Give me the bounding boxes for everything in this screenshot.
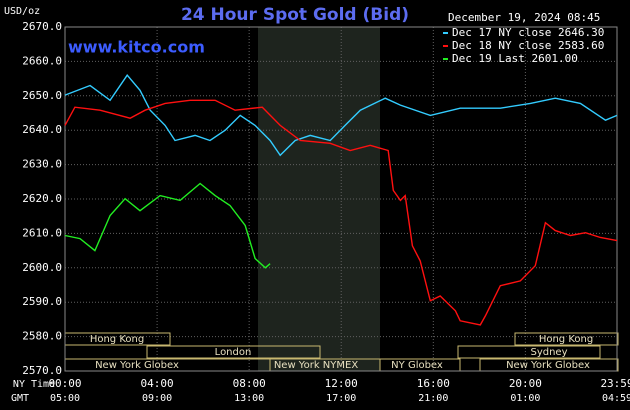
gmt-label: 04:59 — [602, 393, 630, 404]
session-label: New York Globex — [95, 360, 179, 371]
y-tick-label: 2600.0 — [22, 261, 62, 274]
y-tick-label: 2640.0 — [22, 123, 62, 136]
gmt-label: 17:00 — [326, 393, 356, 404]
gmt-label: 13:00 — [234, 393, 264, 404]
plot-frame — [64, 26, 618, 372]
series-line — [64, 74, 618, 157]
y-axis-label: USD/oz — [4, 6, 40, 17]
gmt-label: 01:00 — [510, 393, 540, 404]
session-label: Sydney — [530, 347, 567, 358]
series-line — [64, 182, 271, 269]
y-tick-label: 2630.0 — [22, 158, 62, 171]
y-tick-label: 2620.0 — [22, 192, 62, 205]
legend-entry: Dec 17 NY close 2646.30 — [452, 26, 604, 39]
nymex-shade — [258, 27, 380, 371]
x-tick-label: 08:00 — [233, 377, 266, 390]
x-tick-label: 00:00 — [48, 377, 81, 390]
gmt-label: 21:00 — [418, 393, 448, 404]
x-tick-label: 16:00 — [417, 377, 450, 390]
series-line — [64, 99, 618, 326]
gmt-label: 05:00 — [50, 393, 80, 404]
session-box — [146, 345, 321, 359]
y-tick-label: 2610.0 — [22, 226, 62, 239]
y-tick-label: 2570.0 — [22, 364, 62, 377]
gmt-label: 09:00 — [142, 393, 172, 404]
y-tick-label: 2590.0 — [22, 295, 62, 308]
x-tick-label: 12:00 — [325, 377, 358, 390]
legend-entry: Dec 19 Last 2601.00 — [452, 52, 578, 65]
session-label: Hong Kong — [90, 334, 144, 345]
legend-entry: Dec 18 NY close 2583.60 — [452, 39, 604, 52]
y-tick-label: 2650.0 — [22, 89, 62, 102]
legend-swatch — [443, 58, 448, 60]
session-label: New York NYMEX — [274, 360, 359, 371]
x-tick-label: 20:00 — [509, 377, 542, 390]
session-label: Hong Kong — [539, 334, 593, 345]
session-box — [457, 345, 601, 359]
site: www.kitco.com — [68, 38, 205, 57]
legend-swatch — [443, 32, 448, 34]
y-tick-label: 2580.0 — [22, 330, 62, 343]
x-tick-label: 04:00 — [141, 377, 174, 390]
x-tick-label: 23:59 — [600, 377, 630, 390]
legend-swatch — [443, 45, 448, 47]
time-row-label: NY Time — [13, 379, 55, 390]
y-tick-label: 2660.0 — [22, 54, 62, 67]
session-label: New York Globex — [506, 360, 590, 371]
session-label: NY Globex — [391, 360, 443, 371]
date: December 19, 2024 08:45 — [448, 11, 600, 24]
time-row-label: GMT — [11, 393, 29, 404]
y-tick-label: 2670.0 — [22, 20, 62, 33]
session-label: London — [215, 347, 252, 358]
session-box — [514, 332, 619, 346]
chart-title: 24 Hour Spot Gold (Bid) — [181, 5, 409, 25]
